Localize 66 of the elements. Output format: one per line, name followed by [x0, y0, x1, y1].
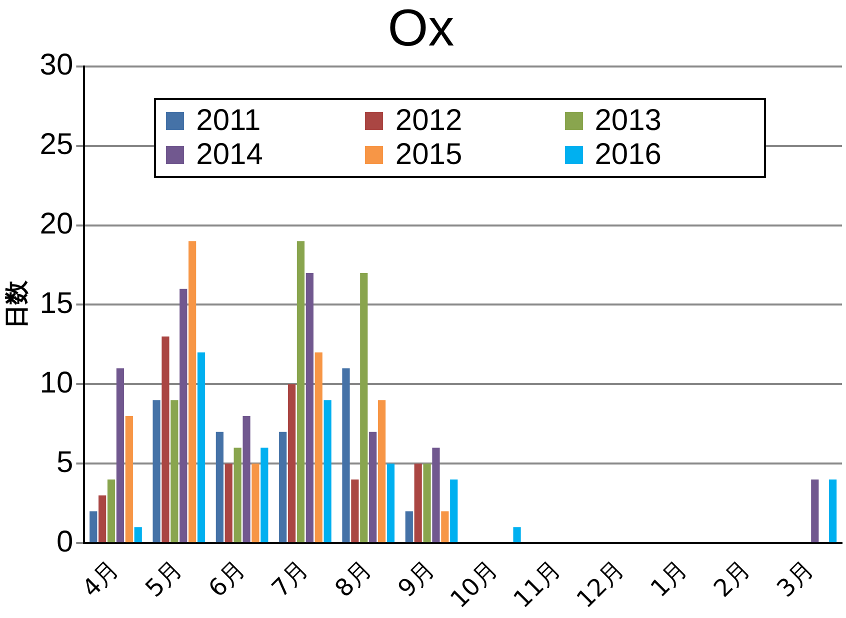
bar — [306, 272, 314, 542]
bar — [360, 272, 368, 542]
bar — [162, 336, 170, 542]
bar — [180, 288, 188, 542]
bar — [260, 448, 268, 542]
bar — [288, 384, 296, 542]
y-tick-label: 10 — [40, 366, 74, 400]
bar — [342, 368, 350, 542]
bar — [134, 527, 142, 542]
bar — [125, 416, 133, 542]
bar — [414, 464, 422, 542]
legend-label: 2016 — [594, 138, 662, 172]
x-tick-label: 3月 — [772, 555, 820, 603]
bar — [224, 464, 232, 542]
bar — [98, 495, 106, 542]
y-tick-label: 25 — [40, 128, 74, 162]
bar — [197, 352, 206, 542]
bar — [107, 480, 116, 542]
bar — [170, 400, 178, 542]
bar — [90, 511, 98, 542]
bar — [450, 480, 458, 542]
bar — [513, 527, 521, 542]
bar — [279, 432, 287, 542]
legend-label: 2012 — [395, 104, 462, 138]
bar — [234, 448, 242, 542]
bar — [116, 368, 124, 542]
x-tick-label: 7月 — [266, 555, 314, 603]
bar — [828, 480, 837, 542]
y-axis-title: 日数 — [2, 280, 31, 329]
y-tick-label: 15 — [40, 287, 74, 320]
bar — [423, 464, 431, 542]
bar — [152, 400, 160, 542]
x-tick-label: 12月 — [571, 555, 630, 614]
y-tick-label: 0 — [56, 525, 74, 558]
x-tick-label: 5月 — [140, 555, 188, 603]
x-tick-label: 4月 — [76, 555, 124, 603]
y-tick-label: 5 — [56, 446, 74, 479]
y-tick-label: 20 — [40, 208, 74, 241]
y-tick-label: 30 — [40, 48, 74, 82]
x-tick-label: 2月 — [708, 555, 756, 603]
bar — [369, 432, 377, 542]
bar — [242, 416, 250, 542]
bar — [252, 464, 260, 542]
x-tick-label: 10月 — [444, 555, 504, 614]
chart-title: Ox — [388, 0, 454, 58]
legend-label: 2011 — [196, 104, 261, 138]
bar — [378, 400, 386, 542]
bar — [351, 480, 359, 542]
bar — [811, 480, 819, 542]
bar — [441, 511, 449, 542]
bar — [314, 352, 322, 542]
x-tick-label: 8月 — [329, 555, 378, 603]
bar — [188, 241, 196, 542]
bar — [386, 464, 395, 542]
x-tick-label: 1月 — [645, 555, 693, 603]
bar — [324, 400, 332, 542]
legend-label: 2013 — [594, 104, 662, 138]
bar — [405, 511, 413, 542]
legend-label: 2015 — [395, 138, 462, 172]
x-tick-label: 11月 — [508, 555, 566, 614]
bar — [296, 241, 305, 542]
x-tick-label: 6月 — [203, 555, 251, 603]
bar — [216, 432, 224, 542]
bar — [432, 448, 440, 542]
x-tick-label: 9月 — [392, 555, 440, 603]
legend-label: 2014 — [196, 138, 263, 172]
